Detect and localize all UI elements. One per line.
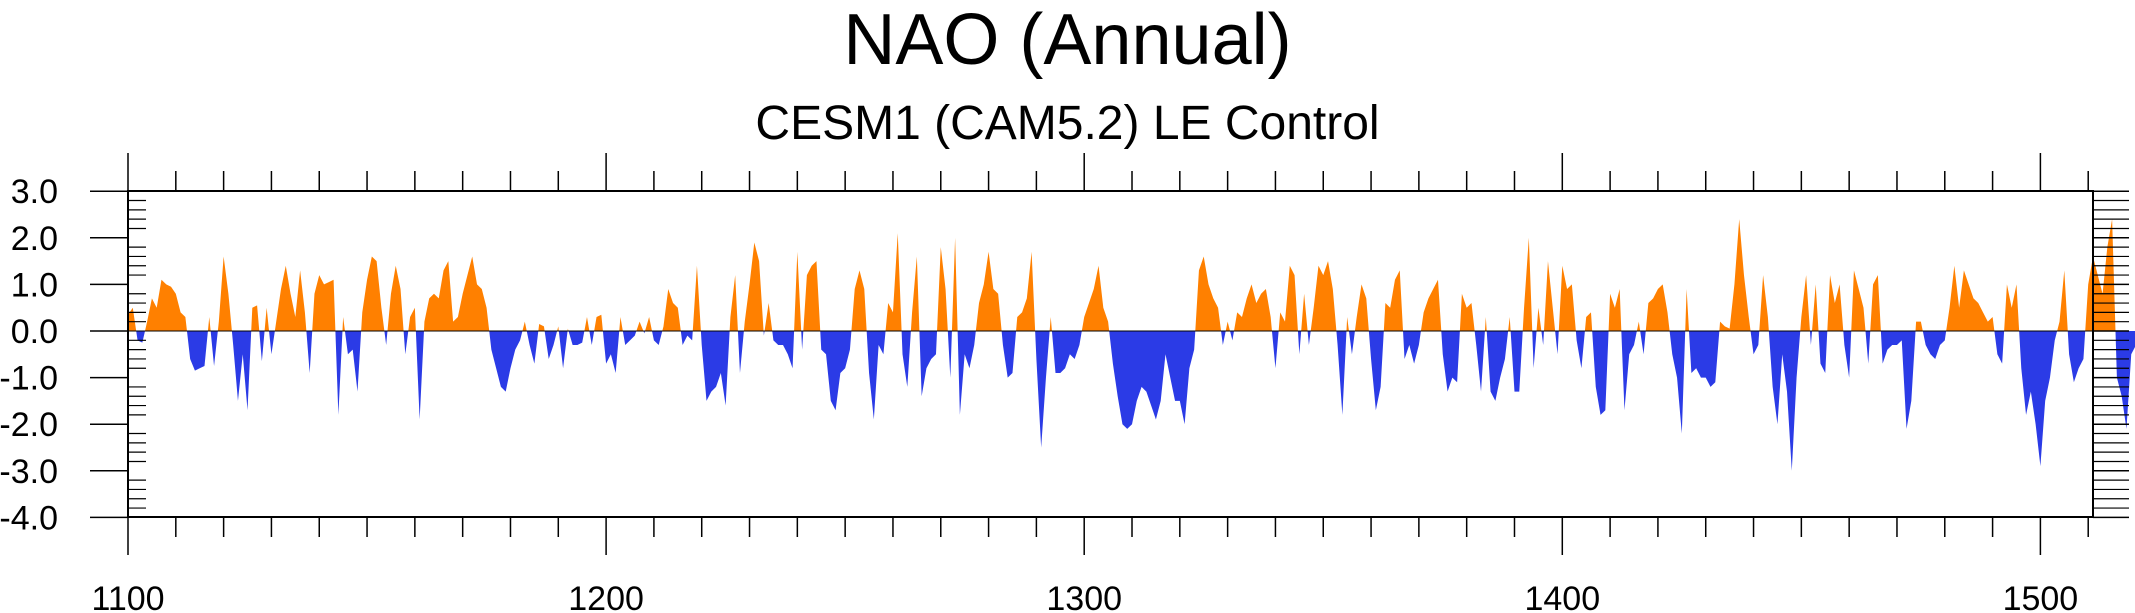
chart-title: NAO (Annual): [843, 0, 1292, 80]
x-tick-label: 1300: [1046, 580, 1122, 613]
negative-area: [136, 331, 2135, 471]
y-tick-label: 2.0: [11, 220, 58, 258]
chart-subtitle: CESM1 (CAM5.2) LE Control: [755, 97, 1380, 150]
series-areas: [128, 219, 2135, 471]
y-tick-label: 3.0: [11, 173, 58, 211]
y-tick-label: -3.0: [0, 453, 58, 491]
positive-area: [128, 219, 2116, 331]
y-tick-label: 0.0: [11, 313, 58, 351]
y-axis: -4.0 -3.0 -2.0 -1.0 0.0 1.0 2.0 3.0: [0, 173, 2129, 537]
x-tick-label: 1100: [91, 580, 164, 613]
x-tick-label: 1200: [568, 580, 644, 613]
y-tick-label: -4.0: [0, 499, 58, 537]
x-axis: 1100 1200 1300 1400 1500: [91, 153, 2089, 613]
x-tick-label: 1400: [1524, 580, 1600, 613]
plot-border: [127, 190, 2094, 518]
y-tick-label: -2.0: [0, 406, 58, 444]
y-tick-label: -1.0: [0, 360, 58, 398]
plot-frame: [127, 190, 2094, 518]
x-tick-label: 1500: [2003, 580, 2079, 613]
y-tick-label: 1.0: [11, 266, 58, 304]
